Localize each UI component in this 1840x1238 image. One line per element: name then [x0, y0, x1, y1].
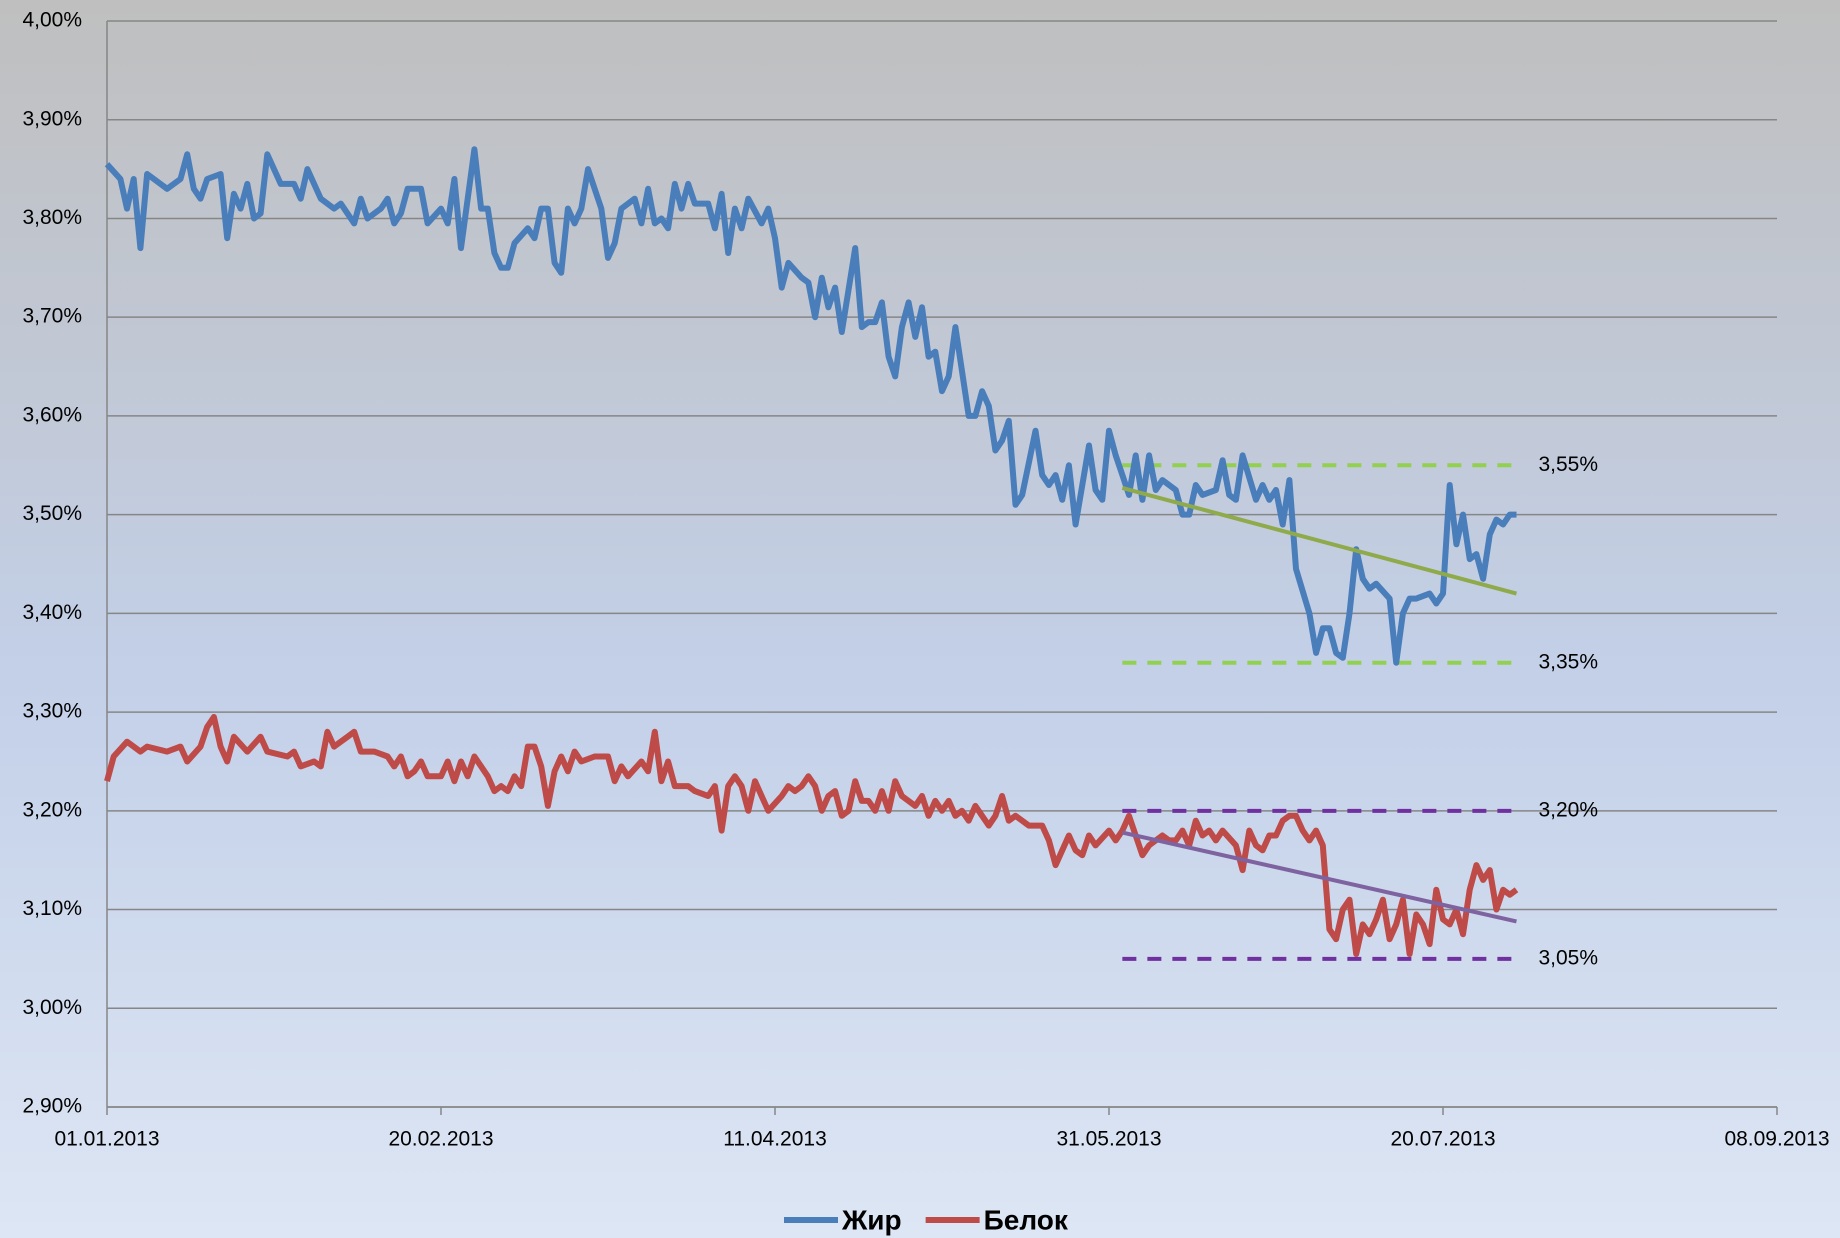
y-tick-label: 3,40%: [22, 601, 82, 624]
x-tick-label: 11.04.2013: [723, 1128, 827, 1151]
x-tick-label: 01.01.2013: [54, 1128, 159, 1151]
y-tick-label: 3,80%: [22, 206, 82, 229]
x-tick-label: 31.05.2013: [1056, 1128, 1161, 1151]
reference-label: 3,55%: [1538, 453, 1598, 476]
y-tick-label: 3,50%: [22, 502, 82, 525]
series-line: [104, 714, 1519, 957]
legend-label: Белок: [984, 1204, 1069, 1235]
y-tick-label: 4,00%: [22, 9, 82, 32]
series-line: [104, 146, 1517, 666]
y-tick-label: 3,30%: [22, 700, 82, 723]
y-tick-label: 3,90%: [22, 107, 82, 130]
x-tick-label: 20.02.2013: [388, 1128, 493, 1151]
y-tick-label: 3,00%: [22, 996, 82, 1019]
y-tick-label: 3,60%: [22, 403, 82, 426]
reference-label: 3,35%: [1538, 650, 1598, 673]
reference-label: 3,05%: [1538, 946, 1598, 969]
reference-label: 3,20%: [1538, 798, 1598, 821]
y-tick-label: 2,90%: [22, 1095, 82, 1118]
legend-label: Жир: [841, 1204, 902, 1235]
y-tick-label: 3,70%: [22, 305, 82, 328]
y-tick-label: 3,10%: [22, 897, 82, 920]
trend-line: [1121, 830, 1517, 924]
x-tick-label: 20.07.2013: [1390, 1128, 1495, 1151]
trend-line: [1121, 486, 1517, 596]
y-tick-label: 3,20%: [22, 798, 82, 821]
x-tick-label: 08.09.2013: [1724, 1128, 1829, 1151]
